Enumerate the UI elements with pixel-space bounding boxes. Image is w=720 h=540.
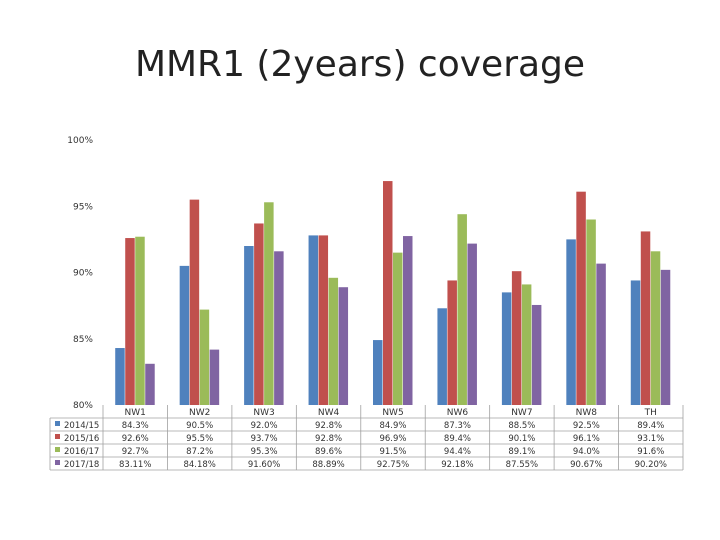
data-label: 92.6% [122, 434, 149, 444]
data-label: 93.1% [637, 434, 664, 444]
data-label: 92.8% [315, 434, 342, 444]
y-tick-label: 90% [73, 269, 93, 279]
bar-2014-15-nw1 [115, 348, 125, 405]
bar-2017-18-th [660, 269, 671, 405]
bar-2017-18-nw8 [596, 263, 606, 405]
y-tick-label: 85% [73, 335, 93, 345]
y-tick-label: 95% [73, 202, 93, 212]
bars [115, 181, 671, 406]
data-table: NW1 NW2 NW3 NW4 NW5 NW6 NW7 NW8 TH 2014/15 84.3% 90… [49, 405, 684, 471]
bar-2015-16-th [640, 231, 651, 405]
data-label: 94.4% [444, 447, 471, 457]
bar-2017-18-nw2 [209, 349, 220, 405]
data-label: 89.1% [508, 447, 535, 457]
y-tick-label: 80% [73, 401, 93, 411]
bar-2017-18-nw5 [403, 236, 413, 405]
category-label: NW2 [189, 408, 210, 418]
bar-2014-15-nw8 [566, 239, 576, 406]
data-label: 96.9% [379, 434, 406, 444]
y-axis-ticks: 100% 95% 90% 85% 80% [67, 136, 93, 411]
bar-2016-17-nw8 [586, 219, 596, 405]
data-label: 91.60% [248, 460, 280, 470]
data-label: 92.75% [377, 460, 409, 470]
category-label: NW3 [253, 408, 274, 418]
data-label: 95.3% [251, 447, 278, 457]
bar-2015-16-nw1 [125, 238, 135, 405]
bar-2015-16-nw8 [576, 191, 586, 405]
data-label: 95.5% [186, 434, 213, 444]
legend-key [55, 421, 60, 426]
y-tick-label: 100% [67, 136, 93, 146]
bar-2014-15-nw2 [179, 265, 190, 406]
category-label: NW4 [318, 408, 340, 418]
data-label: 92.8% [315, 421, 342, 431]
page-title: MMR1 (2years) coverage [134, 44, 586, 85]
category-label: NW8 [576, 408, 598, 418]
data-label: 90.5% [186, 421, 213, 431]
series-name: 2015/16 [64, 434, 99, 444]
series-name: 2014/15 [64, 421, 99, 431]
data-label: 88.5% [508, 421, 535, 431]
data-label: 84.18% [183, 460, 215, 470]
data-label: 89.4% [637, 421, 664, 431]
series-name: 2016/17 [64, 447, 99, 457]
bar-2015-16-nw7 [511, 271, 522, 405]
legend-key [55, 460, 60, 465]
data-label: 89.4% [444, 434, 471, 444]
data-label: 88.89% [312, 460, 344, 470]
data-label: 92.5% [573, 421, 600, 431]
legend-key [55, 434, 60, 439]
bar-2014-15-nw6 [437, 308, 447, 405]
category-label: NW1 [125, 408, 146, 418]
data-label: 89.6% [315, 447, 342, 457]
bar-2015-16-nw6 [447, 280, 457, 405]
bar-2016-17-nw6 [457, 214, 467, 405]
data-label: 83.11% [119, 460, 151, 470]
bar-2017-18-nw4 [338, 287, 349, 405]
data-label: 94.0% [573, 447, 600, 457]
bar-2017-18-nw1 [145, 363, 155, 405]
category-label: TH [644, 408, 657, 418]
bar-2016-17-nw5 [393, 252, 403, 406]
data-label: 91.5% [379, 447, 406, 457]
data-label: 90.1% [508, 434, 535, 444]
data-label: 91.6% [637, 447, 664, 457]
bar-2015-16-nw5 [383, 181, 393, 405]
bar-2014-15-nw3 [244, 246, 254, 405]
category-label: NW7 [511, 408, 532, 418]
data-label: 90.20% [635, 460, 667, 470]
category-label: NW5 [382, 408, 403, 418]
data-label: 92.7% [122, 447, 149, 457]
bar-2015-16-nw2 [189, 199, 200, 406]
bar-2014-15-th [630, 280, 641, 405]
data-label: 92.0% [251, 421, 278, 431]
bar-2016-17-nw1 [135, 236, 145, 405]
bar-2016-17-nw3 [264, 202, 274, 405]
data-label: 92.18% [441, 460, 473, 470]
data-label: 87.55% [506, 460, 538, 470]
category-label: NW6 [447, 408, 469, 418]
data-label: 90.67% [570, 460, 602, 470]
data-label: 96.1% [573, 434, 600, 444]
data-label: 93.7% [251, 434, 278, 444]
bar-2014-15-nw7 [501, 292, 512, 406]
bar-2016-17-th [650, 251, 661, 405]
bar-2017-18-nw6 [467, 243, 477, 405]
bar-2017-18-nw7 [531, 304, 542, 405]
data-label: 87.2% [186, 447, 213, 457]
bar-2016-17-nw4 [328, 277, 339, 405]
data-label: 84.9% [379, 421, 406, 431]
legend-key [55, 447, 60, 452]
bar-2017-18-nw3 [274, 251, 284, 405]
bar-2015-16-nw3 [254, 223, 264, 405]
bar-2014-15-nw5 [373, 340, 383, 405]
bar-2015-16-nw4 [318, 235, 329, 405]
data-label: 87.3% [444, 421, 471, 431]
series-name: 2017/18 [64, 460, 99, 470]
bar-2014-15-nw4 [308, 235, 319, 405]
bar-2016-17-nw7 [521, 284, 532, 405]
bar-2016-17-nw2 [199, 309, 210, 405]
data-label: 84.3% [122, 421, 149, 431]
